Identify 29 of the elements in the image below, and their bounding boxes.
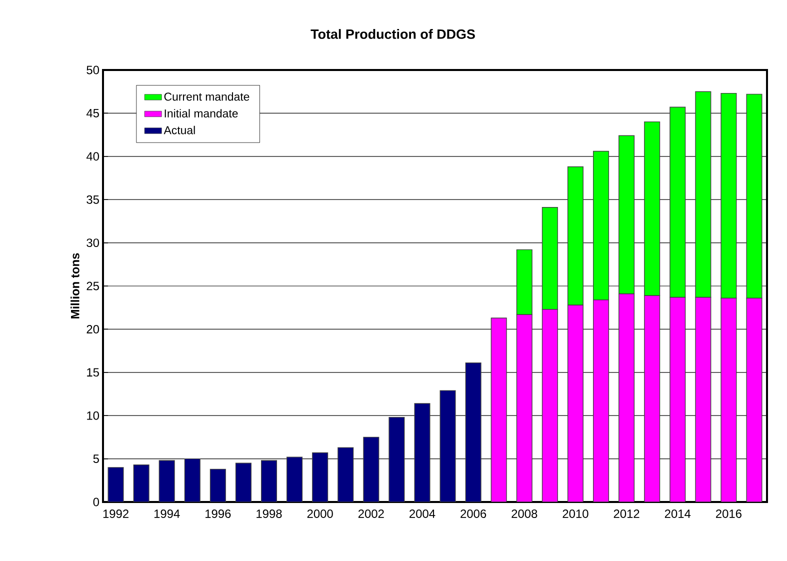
x-tick-label: 2008 — [512, 510, 538, 518]
y-tick-label: 0 — [93, 498, 100, 506]
y-tick-label: 10 — [87, 411, 100, 420]
x-tick-label: 1994 — [154, 510, 180, 518]
chart-title: Total Production of DDGS — [310, 29, 475, 39]
x-tick-label: 2014 — [664, 510, 691, 518]
x-tick-label: 1992 — [103, 510, 128, 518]
y-tick-label: 20 — [86, 324, 100, 334]
x-tick-label: 1996 — [206, 510, 231, 518]
y-tick-label: 50 — [86, 66, 100, 74]
y-tick-label: 35 — [86, 195, 99, 204]
x-tick-label: 2010 — [562, 510, 588, 518]
x-tick-label: 2000 — [307, 510, 333, 518]
y-tick-label: 45 — [86, 109, 99, 118]
legend-label: Actual — [164, 126, 195, 134]
y-tick-label: 30 — [86, 238, 100, 248]
y-tick-label: 25 — [86, 282, 99, 290]
x-tick-label: 2004 — [410, 510, 436, 518]
x-tick-label: 2016 — [716, 510, 742, 518]
x-tick-label: 2012 — [614, 510, 640, 518]
x-tick-label: 2002 — [358, 510, 384, 518]
y-axis-title: Million tons — [70, 253, 80, 318]
x-tick-label: 1998 — [256, 510, 282, 518]
legend-label: Initial mandate — [164, 109, 238, 118]
y-tick-label: 40 — [86, 152, 100, 161]
y-tick-label: 15 — [87, 368, 99, 377]
y-tick-label: 5 — [93, 454, 99, 463]
legend-label: Current mandate — [164, 92, 250, 101]
x-tick-label: 2006 — [460, 510, 486, 518]
